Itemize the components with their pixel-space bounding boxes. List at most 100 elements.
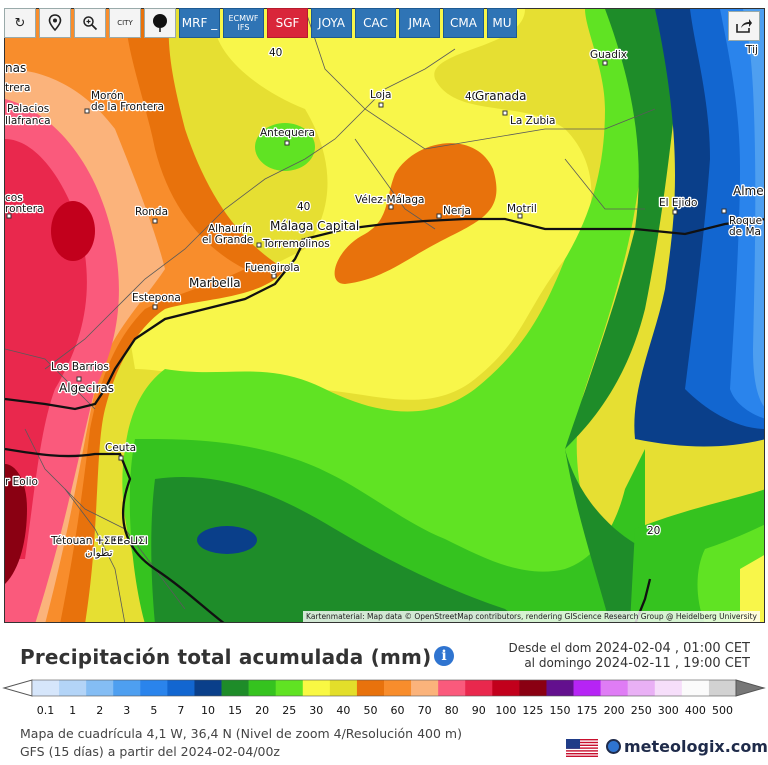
- model-button-sgf[interactable]: SGF: [267, 8, 308, 38]
- brand-logo[interactable]: meteologix.com: [606, 737, 768, 756]
- legend-value: 1: [69, 704, 77, 717]
- precip-zone-15-south: [151, 477, 523, 622]
- place-label: cos: [5, 192, 23, 204]
- precip-zone-3: [743, 9, 764, 407]
- map-title: Precipitación total acumulada (mm): [20, 645, 432, 669]
- place-label: de la Frontera: [91, 101, 164, 113]
- legend-swatch: [681, 680, 710, 696]
- info-icon[interactable]: i: [434, 646, 454, 666]
- model-button-mu[interactable]: MU: [487, 8, 517, 38]
- legend-arrow-right: [735, 679, 766, 697]
- map-canvas: 40 40 40 20 nas trera: [5, 9, 764, 622]
- precip-zone-15-east: [565, 9, 685, 622]
- legend-value: 20: [255, 704, 270, 717]
- legend-value: 10: [201, 704, 215, 717]
- zoom-button[interactable]: [74, 8, 106, 38]
- place-label: Motril: [507, 203, 537, 215]
- contour-label: 40: [465, 91, 478, 103]
- share-button[interactable]: [728, 11, 760, 41]
- legend-value: 7: [177, 704, 185, 717]
- place-label: rontera: [5, 203, 44, 215]
- legend-swatch: [59, 680, 87, 696]
- legend-value: 90: [471, 704, 486, 717]
- legend-swatch: [86, 680, 114, 696]
- place-label: Los Barrios: [51, 361, 109, 373]
- contour-label: 20: [647, 525, 660, 537]
- legend-swatch: [492, 680, 520, 696]
- marker-button[interactable]: [144, 8, 176, 38]
- legend-value: 100: [495, 704, 517, 717]
- precip-zone-5: [720, 9, 764, 419]
- legend-swatch: [411, 680, 439, 696]
- refresh-button[interactable]: ↻: [4, 8, 36, 38]
- legend-value: 40: [336, 704, 351, 717]
- model-button-cma[interactable]: CMA: [443, 8, 484, 38]
- legend-arrow-left: [2, 679, 33, 697]
- place-label: Málaga Capital: [270, 219, 359, 233]
- legend-swatch: [275, 680, 304, 696]
- precip-zone-30-se: [740, 555, 764, 622]
- legend-swatch: [32, 680, 60, 696]
- model-button-joya[interactable]: JOYA: [311, 8, 352, 38]
- place-label: Marbella: [189, 276, 241, 290]
- admin-borders: [5, 9, 656, 622]
- place-label: Antequera: [260, 127, 315, 139]
- legend-swatch: [438, 680, 466, 696]
- model-button-jma[interactable]: JMA: [399, 8, 440, 38]
- place-label: el Grande: [202, 234, 253, 246]
- legend-value: 0.1: [36, 704, 55, 717]
- zoom-icon: [83, 16, 98, 31]
- precip-zone-50-east: [334, 143, 497, 284]
- location-button[interactable]: [39, 8, 71, 38]
- model-button-ecmwf[interactable]: ECMWF IFS: [223, 8, 264, 38]
- city-markers: [6, 60, 727, 461]
- legend-swatch: [519, 680, 547, 696]
- grid-info: Mapa de cuadrícula 4,1 W, 36,4 N (Nivel …: [20, 726, 462, 741]
- place-label: Alhaurín: [208, 223, 252, 235]
- legend-swatch: [627, 680, 656, 696]
- share-icon: [736, 19, 752, 33]
- place-label: Nerja: [443, 205, 471, 217]
- precipitation-map[interactable]: 40 40 40 20 nas trera: [4, 8, 765, 623]
- brand-name: meteologix.com: [624, 737, 768, 756]
- date-to-prefix: al domingo: [524, 656, 592, 670]
- place-label: r Eolio: [5, 476, 38, 488]
- legend-swatch: [221, 680, 249, 696]
- legend-swatch: [600, 680, 628, 696]
- ball-marker-icon: [153, 14, 167, 32]
- precip-zone-25-antequera: [255, 123, 315, 171]
- color-legend: [2, 679, 766, 697]
- place-label: nas: [5, 61, 26, 75]
- legend-value: 500: [711, 704, 733, 717]
- place-label: Granada: [475, 89, 527, 103]
- legend-swatch: [140, 680, 168, 696]
- us-flag-icon[interactable]: [566, 739, 598, 757]
- legend-swatch: [573, 680, 601, 696]
- location-pin-icon: [48, 14, 62, 32]
- date-from-prefix: Desde el dom: [508, 641, 592, 655]
- legend-value: 60: [390, 704, 405, 717]
- place-label: Ronda: [135, 206, 168, 218]
- place-label: تطوان: [85, 547, 113, 559]
- model-button-mrf[interactable]: MRF _: [179, 8, 220, 38]
- legend-swatch: [248, 680, 276, 696]
- globe-icon: [606, 739, 621, 754]
- contour-label: 40: [269, 47, 282, 59]
- place-label: Tétouan ⵜⵉⵟⵟⴰⵡⵉⵏ: [50, 535, 148, 547]
- map-attribution: Kartenmaterial: Map data © OpenStreetMap…: [303, 611, 760, 622]
- map-toolbar: ↻ CITY MRF _ ECMWF IFS SGF JOYA CAC JMA …: [4, 8, 517, 38]
- place-label: de Ma: [729, 226, 761, 238]
- legend-value: 50: [363, 704, 378, 717]
- legend-value: 125: [522, 704, 544, 717]
- precip-zone-30: [125, 9, 592, 400]
- city-toggle-button[interactable]: CITY: [109, 8, 141, 38]
- place-label: Loja: [370, 89, 391, 101]
- legend-value: 2: [96, 704, 104, 717]
- model-button-cac[interactable]: CAC: [355, 8, 396, 38]
- date-from: 2024-02-04 , 01:00 CET: [595, 641, 750, 656]
- legend-value: 300: [657, 704, 679, 717]
- legend-value: 175: [576, 704, 598, 717]
- place-label: Palacios: [7, 103, 49, 115]
- place-label: Vélez-Málaga: [355, 194, 424, 206]
- legend-value: 70: [417, 704, 432, 717]
